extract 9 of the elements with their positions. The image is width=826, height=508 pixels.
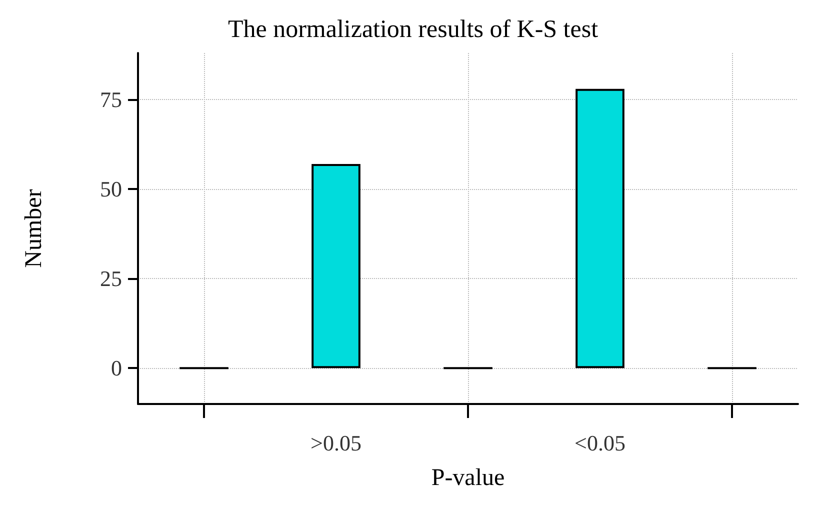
x-tick-label: >0.05 <box>310 430 362 456</box>
x-axis-title: P-value <box>431 465 505 491</box>
y-tick-label: 25 <box>100 266 122 292</box>
y-axis-title: Number <box>21 189 47 268</box>
x-tick-label: <0.05 <box>574 430 626 456</box>
y-tick-label: 0 <box>111 356 122 381</box>
chart-title: The normalization results of K-S test <box>228 16 598 43</box>
y-tick-label: 50 <box>100 176 122 202</box>
y-tick-label: 75 <box>100 87 122 112</box>
